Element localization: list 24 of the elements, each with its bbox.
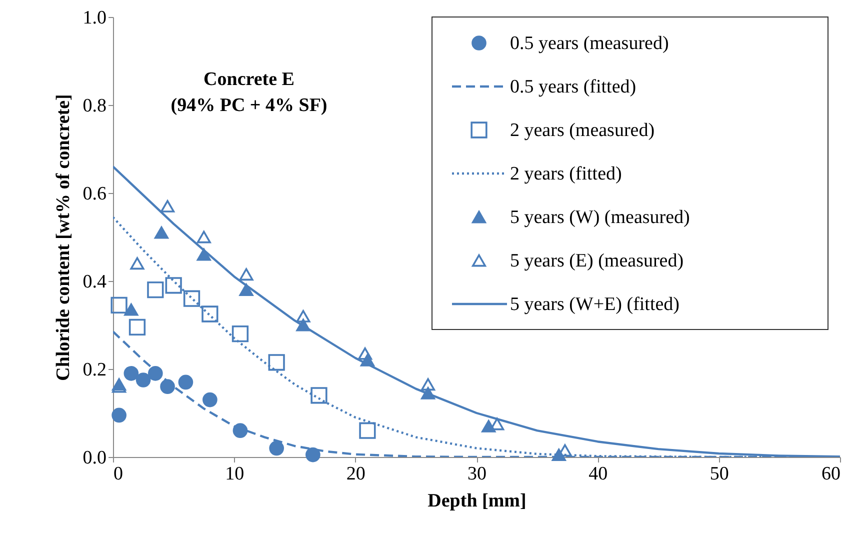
x-tick-label: 30 [468,464,486,484]
legend-label: 0.5 years (measured) [510,33,669,54]
text: (94% PC + 4% SF) [170,95,328,116]
y-tick-label: 0.4 [82,272,107,292]
x-tick-label: 20 [346,464,366,484]
legend-label: 2 years (measured) [510,120,655,141]
legend-label: 0.5 years (fitted) [510,76,636,98]
x-tick-label: 60 [822,464,840,484]
legend-label: 2 years (fitted) [510,164,622,184]
x-axis-title: Depth [mm] [428,490,526,512]
legend-label: 5 years (W) (measured) [510,207,690,228]
x-tick-label: 50 [710,464,729,484]
y-tick-label: 0.8 [82,96,106,116]
y-tick-label: 0.6 [82,184,106,204]
y-tick-label: 0.2 [82,360,106,380]
legend-label: 5 years (E) (measured) [510,250,684,272]
y-axis-title: Chloride content [wt% of concrete] [52,94,74,381]
legend-label: 5 years (W+E) (fitted) [510,294,680,315]
text: Concrete E [204,69,294,90]
x-tick-label: 10 [225,464,244,484]
y-tick-label: 1.0 [82,8,106,28]
x-tick-label: 0 [114,464,123,484]
x-tick-label: 40 [588,464,608,484]
y-tick-label: 0.0 [82,448,106,468]
